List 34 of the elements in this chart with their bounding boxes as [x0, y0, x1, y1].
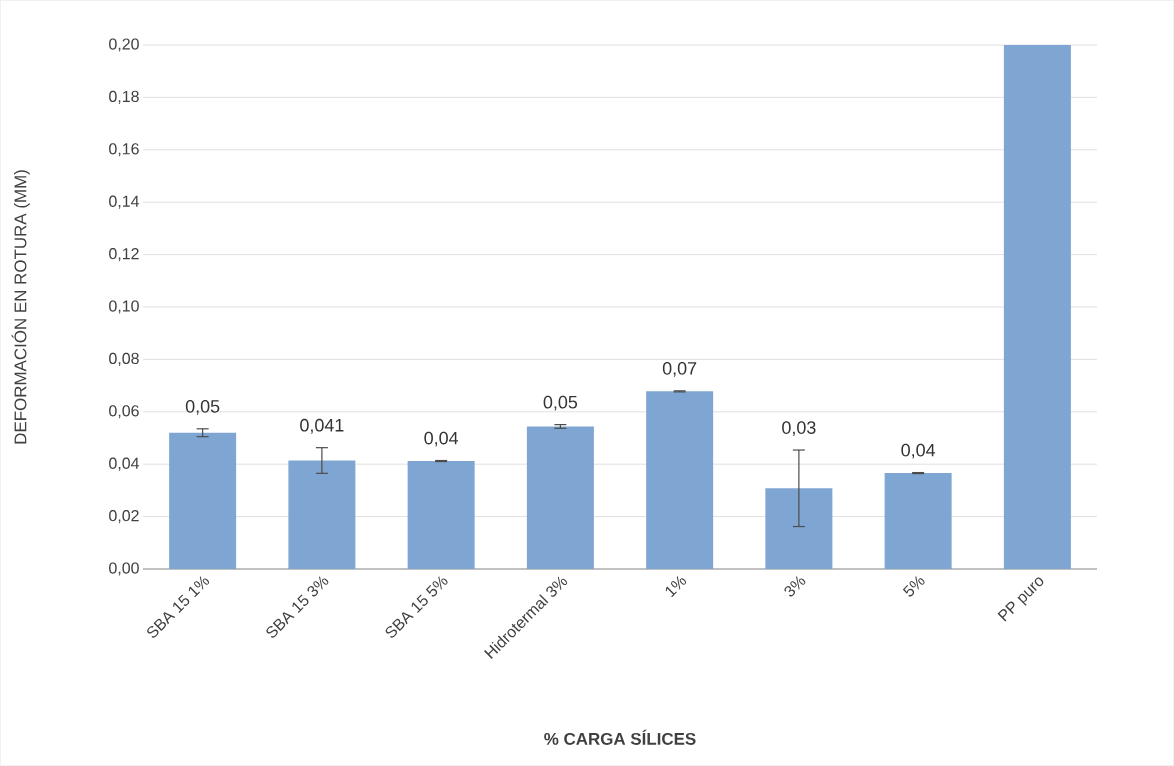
- y-tick-label: 0,08: [109, 352, 139, 366]
- x-axis-title: % CARGA SÍLICES: [544, 729, 696, 745]
- bar: [884, 473, 952, 569]
- data-label: 0,07: [662, 362, 697, 377]
- y-tick-label: 0,14: [109, 195, 140, 209]
- y-tick-label: 0,20: [109, 38, 139, 52]
- y-tick-label: 0,10: [109, 300, 139, 314]
- y-tick-label: 0,02: [109, 510, 139, 524]
- x-tick-label: SBA 15 1%: [147, 576, 210, 638]
- x-tick-label: 3%: [784, 576, 806, 597]
- y-tick-label: 0,18: [109, 90, 139, 104]
- x-tick-label: 5%: [902, 576, 925, 597]
- x-tick-label: 1%: [665, 576, 687, 598]
- bar: [765, 488, 833, 569]
- bar: [407, 461, 475, 569]
- y-tick-label: 0,16: [109, 143, 139, 157]
- y-tick-label: 0,04: [109, 457, 140, 471]
- x-tick-label: SBA 15 5%: [385, 576, 448, 638]
- bar: [169, 432, 237, 569]
- data-label: 0,05: [185, 399, 220, 415]
- data-label: 0,04: [424, 431, 459, 447]
- y-axis-title: DEFORMACIÓN EN ROTURA (MM): [11, 170, 30, 444]
- data-label: 0,05: [543, 395, 578, 411]
- data-label: 0,041: [300, 418, 344, 434]
- y-tick-label: 0,12: [109, 248, 139, 262]
- y-tick-label: 0,06: [109, 405, 139, 419]
- data-label: 0,03: [782, 421, 816, 437]
- bar: [526, 426, 594, 569]
- bar: [646, 391, 714, 569]
- bar: [1003, 44, 1071, 569]
- y-tick-label: 0,00: [109, 562, 139, 576]
- data-label: 0,04: [901, 443, 936, 459]
- bar: [288, 460, 356, 569]
- x-tick-label: SBA 15 3%: [266, 576, 329, 638]
